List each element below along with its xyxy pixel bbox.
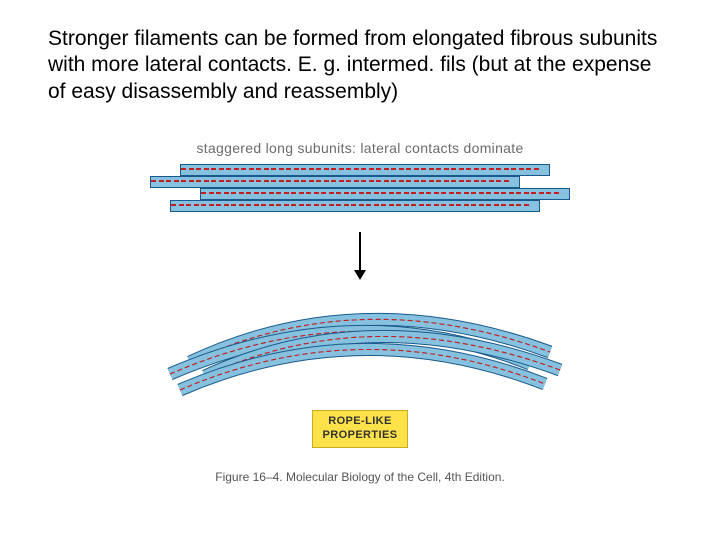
diagram: staggered long subunits: lateral contact… — [150, 140, 570, 484]
filament-subunit — [150, 176, 520, 188]
body-text: Stronger filaments can be formed from el… — [48, 26, 668, 105]
straight-filament-stack — [150, 164, 570, 222]
label-line-2: PROPERTIES — [323, 429, 398, 441]
figure-caption: Figure 16–4. Molecular Biology of the Ce… — [150, 470, 570, 484]
filament-subunit — [170, 200, 540, 212]
label-box-row: ROPE-LIKE PROPERTIES — [150, 410, 570, 448]
rope-like-label: ROPE-LIKE PROPERTIES — [312, 410, 409, 448]
curved-filament-bundle — [150, 290, 570, 400]
label-line-1: ROPE-LIKE — [328, 415, 392, 427]
panel-title: staggered long subunits: lateral contact… — [150, 140, 570, 156]
filament-subunit — [200, 188, 570, 200]
arrow-down — [150, 228, 570, 284]
filament-subunit — [180, 164, 550, 176]
